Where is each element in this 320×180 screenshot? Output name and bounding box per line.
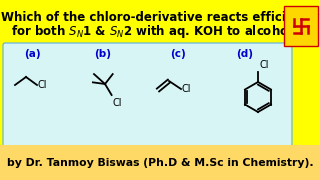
Text: Cl: Cl bbox=[38, 80, 47, 90]
Text: (b): (b) bbox=[94, 49, 111, 59]
Text: (c): (c) bbox=[170, 49, 186, 59]
Text: Which of the chloro-derivative reacts efficiently: Which of the chloro-derivative reacts ef… bbox=[1, 12, 319, 24]
Text: Cl: Cl bbox=[259, 60, 268, 70]
Text: for both $S_N$1 & $S_N$2 with aq. KOH to alcohol?: for both $S_N$1 & $S_N$2 with aq. KOH to… bbox=[11, 24, 299, 40]
Text: Cl: Cl bbox=[182, 84, 191, 94]
FancyBboxPatch shape bbox=[0, 145, 320, 180]
Text: (d): (d) bbox=[236, 49, 253, 59]
FancyBboxPatch shape bbox=[284, 6, 318, 46]
Text: (a): (a) bbox=[24, 49, 40, 59]
Text: by Dr. Tanmoy Biswas (Ph.D & M.Sc in Chemistry).: by Dr. Tanmoy Biswas (Ph.D & M.Sc in Che… bbox=[7, 158, 313, 168]
FancyBboxPatch shape bbox=[3, 43, 292, 147]
Text: Cl: Cl bbox=[112, 98, 122, 108]
